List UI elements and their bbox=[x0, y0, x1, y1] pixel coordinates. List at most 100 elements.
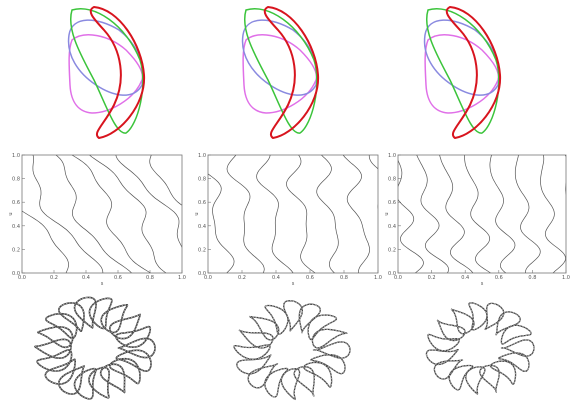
contour-line bbox=[540, 155, 566, 273]
y-tick-label: 1.0 bbox=[12, 153, 20, 159]
coil-highlight bbox=[312, 329, 348, 349]
x-axis-label: s bbox=[292, 281, 295, 287]
coil bbox=[433, 359, 464, 380]
coil-highlight bbox=[307, 314, 337, 340]
x-tick-label: 0.4 bbox=[82, 275, 90, 281]
cross-section-curve-green bbox=[426, 8, 500, 134]
x-tick-label: 0.0 bbox=[18, 275, 26, 281]
coil-set-middle bbox=[233, 300, 351, 401]
contour-line bbox=[22, 210, 69, 273]
contour-line bbox=[55, 155, 132, 273]
x-tick-label: 0.0 bbox=[394, 275, 402, 281]
contour-line bbox=[226, 155, 265, 273]
contour-line bbox=[514, 155, 541, 273]
coil-highlight bbox=[115, 326, 151, 348]
coil bbox=[108, 313, 141, 340]
contour-line bbox=[208, 173, 235, 273]
coil-highlight bbox=[247, 363, 278, 389]
y-tick-label: 0.8 bbox=[12, 177, 20, 183]
y-axis-label: u bbox=[8, 212, 14, 215]
x-tick-label: 0.6 bbox=[114, 275, 122, 281]
coil bbox=[115, 325, 152, 349]
cross-section-panel-middle bbox=[241, 5, 320, 140]
contour-line bbox=[89, 155, 167, 273]
coil-highlight bbox=[100, 363, 125, 393]
y-tick-label: 1.0 bbox=[198, 153, 206, 159]
coil-highlight bbox=[450, 308, 475, 334]
x-tick-label: 0.8 bbox=[528, 275, 536, 281]
coil-highlight bbox=[468, 302, 488, 331]
coil-highlight bbox=[501, 324, 532, 345]
coil-highlight bbox=[233, 344, 271, 360]
coil bbox=[307, 314, 338, 341]
x-tick-label: 0.2 bbox=[238, 275, 246, 281]
contour-line bbox=[416, 155, 449, 273]
contour-plot-right: 0.0 0.2 0.4 0.6 0.8 1.0 0.0 0.2 0.4 0.6 0.8 1.0 s u bbox=[384, 153, 570, 287]
contour-line bbox=[464, 155, 491, 273]
coil bbox=[57, 302, 85, 332]
coil bbox=[115, 349, 152, 372]
contour-line bbox=[316, 155, 339, 273]
contour-plot-left: 0.0 0.2 0.4 0.6 0.8 1.0 0.0 0.2 0.4 0.6 0.8 1.0 s u bbox=[8, 153, 186, 287]
y-tick-label: 0.4 bbox=[388, 224, 396, 230]
coil bbox=[465, 366, 486, 395]
coil-highlight bbox=[34, 339, 72, 359]
coil-highlight bbox=[236, 354, 272, 375]
y-tick-label: 0.4 bbox=[198, 224, 206, 230]
cross-section-curve-magenta bbox=[242, 34, 318, 114]
y-axis-label: u bbox=[384, 212, 390, 215]
coil-highlight bbox=[498, 352, 530, 372]
coil-highlight bbox=[484, 303, 504, 330]
y-tick-label: 0.2 bbox=[198, 247, 206, 253]
coil bbox=[99, 363, 126, 394]
y-tick-label: 0.0 bbox=[12, 271, 20, 277]
coil-set-left bbox=[33, 296, 156, 400]
coil-highlight bbox=[58, 365, 85, 395]
y-tick-label: 0.8 bbox=[198, 177, 206, 183]
coil-highlight bbox=[299, 303, 321, 334]
x-tick-label: 1.0 bbox=[178, 275, 186, 281]
coil bbox=[490, 360, 517, 385]
coil-highlight bbox=[310, 354, 346, 374]
x-axis-label: s bbox=[101, 281, 104, 287]
contour-line bbox=[489, 155, 516, 273]
coil-highlight bbox=[313, 341, 351, 359]
coil-highlight bbox=[264, 368, 288, 398]
coil bbox=[117, 337, 156, 359]
y-tick-label: 0.8 bbox=[388, 177, 396, 183]
x-tick-label: 0.4 bbox=[272, 275, 280, 281]
coil bbox=[73, 296, 97, 329]
coil-highlight bbox=[448, 365, 473, 391]
contour-line bbox=[286, 155, 316, 273]
contour-plot-middle: 0.0 0.2 0.4 0.6 0.8 1.0 0.0 0.2 0.4 0.6 0.8 1.0 s u bbox=[194, 153, 382, 287]
x-axis-label: s bbox=[481, 281, 484, 287]
plot-frame bbox=[397, 154, 567, 274]
x-tick-label: 0.2 bbox=[428, 275, 436, 281]
coil bbox=[427, 333, 460, 352]
coil bbox=[468, 302, 488, 331]
coil bbox=[495, 311, 521, 336]
y-tick-label: 0.4 bbox=[12, 224, 20, 230]
x-tick-label: 0.2 bbox=[50, 275, 58, 281]
coil-highlight bbox=[45, 313, 77, 339]
coil bbox=[33, 338, 72, 360]
contour-line bbox=[342, 155, 370, 273]
coil-highlight bbox=[109, 314, 141, 339]
coil-highlight bbox=[293, 366, 315, 397]
coil bbox=[479, 364, 500, 393]
coil-highlight bbox=[36, 349, 72, 372]
coil-highlight bbox=[303, 362, 332, 388]
cross-section-curve-green bbox=[244, 8, 318, 134]
coil-highlight bbox=[88, 367, 110, 399]
cross-section-curve-red bbox=[263, 5, 320, 140]
x-tick-label: 0.4 bbox=[461, 275, 469, 281]
x-tick-label: 0.6 bbox=[306, 275, 314, 281]
cross-section-panel-left bbox=[67, 5, 146, 140]
y-tick-label: 0.2 bbox=[12, 247, 20, 253]
coil-highlight bbox=[74, 297, 97, 329]
y-tick-label: 0.0 bbox=[198, 271, 206, 277]
coil-highlight bbox=[100, 304, 128, 333]
y-tick-label: 0.2 bbox=[388, 247, 396, 253]
x-tick-label: 0.0 bbox=[204, 275, 212, 281]
